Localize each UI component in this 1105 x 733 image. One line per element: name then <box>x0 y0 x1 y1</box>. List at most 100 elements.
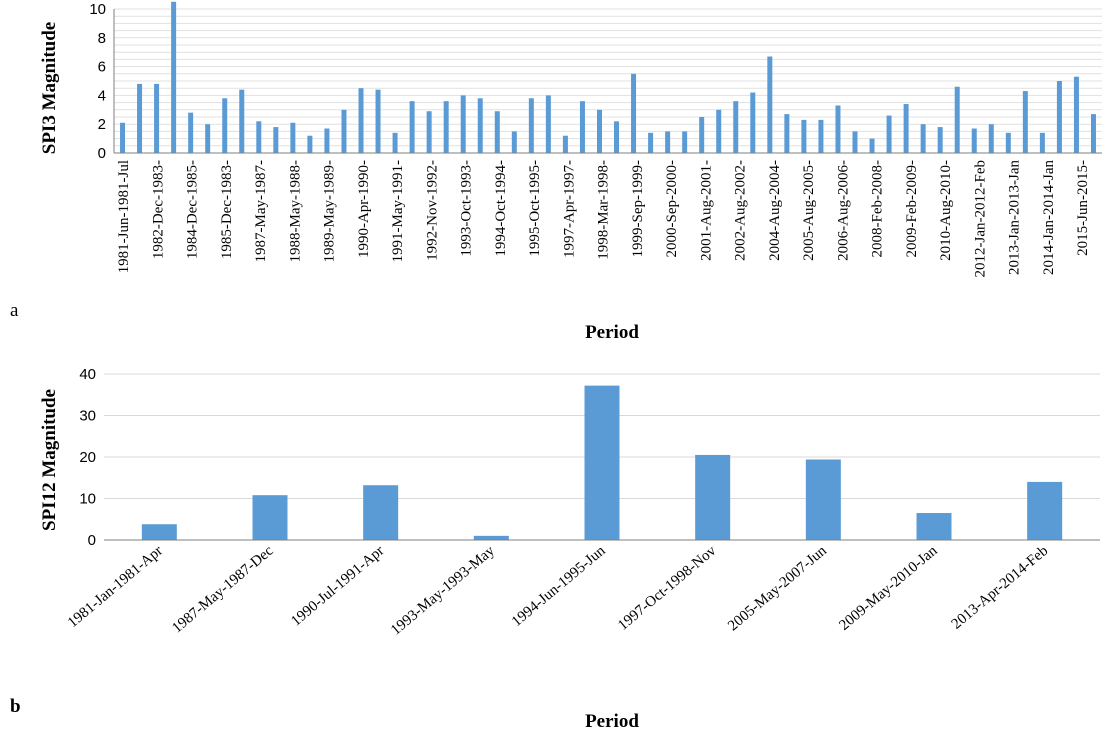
chart-a-bar <box>1022 91 1028 153</box>
chart-b-bar <box>1027 481 1063 540</box>
chart-a-x-tick-label: 1999-Sep-1999- <box>630 160 646 258</box>
chart-b-x-tick-label: 2005-May-2007-Jun <box>725 542 830 634</box>
chart-a-y-tick-label: 8 <box>98 30 106 47</box>
chart-a-y-axis-title: SPI3 Magnitude <box>39 22 60 155</box>
chart-a-bar <box>682 131 688 153</box>
chart-a-bar <box>307 135 313 153</box>
chart-a-x-axis-title: Period <box>585 322 639 343</box>
chart-a-bars <box>120 1 1096 153</box>
chart-b-x-axis-title: Period <box>585 711 639 732</box>
chart-a-bar <box>188 112 194 153</box>
chart-a-bar <box>631 73 637 153</box>
chart-a-bar <box>120 122 126 153</box>
chart-a-bar <box>528 98 534 153</box>
chart-a-x-tick-label: 1993-Oct-1993- <box>459 160 475 257</box>
chart-a-bar <box>903 104 909 153</box>
chart-b-bar <box>252 495 288 540</box>
chart-a-bar <box>545 95 551 153</box>
chart-a-bar <box>665 131 671 153</box>
chart-b-bar <box>363 485 399 540</box>
chart-a-x-tick-label: 1994-Oct-1994- <box>493 160 509 257</box>
chart-b-x-tick-label: 2013-Apr-2014-Feb <box>949 543 1052 633</box>
chart-a-x-tick-label: 1988-May-1988- <box>287 160 303 262</box>
chart-a-bar <box>886 115 892 153</box>
chart-a-bar <box>273 127 279 153</box>
chart-a-bar <box>716 109 722 153</box>
chart-a-bar <box>477 98 483 153</box>
chart-a-bar <box>1005 132 1011 153</box>
chart-a-bar <box>1039 132 1045 153</box>
chart-b-y-tick-label: 0 <box>88 532 96 549</box>
chart-a-bar <box>290 122 296 153</box>
chart-a-x-tick-label: 2012-Jan-2012-Feb <box>972 160 988 277</box>
chart-a-bar <box>699 117 705 153</box>
chart-a-bar <box>171 1 177 153</box>
chart-b-bar <box>916 513 952 540</box>
chart-a-y-ticks: 0 2 4 6 8 10 <box>89 1 106 162</box>
chart-b-y-ticks: 0 10 20 30 40 <box>79 366 96 549</box>
chart-a-bar <box>1073 76 1079 153</box>
chart-a-x-tick-label: 2013-Jan-2013-Jan <box>1007 160 1023 275</box>
chart-a-x-tick-label: 1982-Dec-1983- <box>150 160 166 259</box>
chart-a-x-tick-label: 1985-Dec-1983- <box>219 160 235 259</box>
chart-b-x-tick-label: 1997-Oct-1998-Nov <box>615 542 719 633</box>
chart-b-bar <box>695 454 731 540</box>
chart-a-x-ticks: 1981-Jun-1981-Jul 1982-Dec-1983- 1984-Dec-… <box>116 160 1091 278</box>
chart-a-x-tick-label: 1984-Dec-1985- <box>185 160 201 259</box>
chart-a-bar <box>375 89 381 153</box>
chart-a-bar <box>511 131 517 153</box>
chart-a-x-tick-label: 2008-Feb-2008- <box>870 160 886 258</box>
chart-a-x-tick-label: 2010-Aug-2010- <box>938 160 954 261</box>
chart-a-y-tick-label: 0 <box>98 145 106 162</box>
chart-a-x-tick-label: 1990-Apr-1990- <box>356 160 372 258</box>
chart-a-bar <box>358 88 364 153</box>
chart-b-x-ticks: 1981-Jan-1981-Apr 1987-May-1987-Dec 1990-J… <box>65 542 1051 638</box>
chart-a-bar <box>801 119 807 153</box>
chart-b-x-tick-label: 1987-May-1987-Dec <box>169 543 277 637</box>
chart-a-bar <box>733 101 739 153</box>
chart-a-y-tick-label: 6 <box>98 59 106 76</box>
chart-b-y-axis-title: SPI12 Magnitude <box>39 389 60 531</box>
chart-a-x-tick-label: 2002-Aug-2002- <box>733 160 749 261</box>
chart-a-bar <box>239 89 245 153</box>
chart-a-bar <box>784 114 790 153</box>
chart-a-bar <box>1090 114 1096 153</box>
chart-a-x-tick-label: 1997-Apr-1997- <box>561 160 577 258</box>
chart-a-bar <box>154 83 160 153</box>
chart-a-y-tick-label: 4 <box>98 87 106 104</box>
chart-b-bar <box>805 459 841 540</box>
chart-a-bar <box>750 92 756 153</box>
chart-b-panel-label: b <box>10 696 21 717</box>
chart-a-bar <box>205 124 211 153</box>
chart-a-x-tick-label: 1992-Nov-1992- <box>424 160 440 261</box>
chart-a-bar <box>341 109 347 153</box>
chart-b-y-tick-label: 20 <box>79 449 96 466</box>
chart-a-bar <box>988 124 994 153</box>
chart-b-bar <box>141 524 177 540</box>
chart-a-bar <box>648 132 654 153</box>
chart-a-x-tick-label: 1987-May-1987- <box>253 160 269 262</box>
chart-b-x-tick-label: 1981-Jan-1981-Apr <box>65 543 166 631</box>
chart-a-x-tick-label: 2001-Aug-2001- <box>698 160 714 261</box>
chart-a-bar <box>256 121 262 153</box>
chart-a-x-tick-label: 1995-Oct-1995- <box>527 160 543 257</box>
chart-a-bar <box>614 121 620 153</box>
chart-a-bar <box>920 124 926 153</box>
chart-a-x-tick-label: 2014-Jan-2014-Jan <box>1041 160 1057 275</box>
chart-b-x-tick-label: 1994-Jun-1995-Jun <box>509 542 609 630</box>
chart-a-bar <box>971 128 977 153</box>
chart-a-bar <box>596 109 602 153</box>
chart-b-spi12: 0 10 20 30 40 1981-Jan-1981-Apr 1987-May-1987… <box>10 366 1100 732</box>
chart-b-bar <box>584 385 620 540</box>
chart-a-x-tick-label: 2004-Aug-2004- <box>767 160 783 261</box>
chart-a-bar <box>1056 81 1062 153</box>
chart-a-bar <box>222 98 228 153</box>
chart-b-bar <box>473 535 509 540</box>
chart-a-bar <box>937 127 943 153</box>
chart-a-y-tick-label: 10 <box>89 1 106 18</box>
chart-b-bars <box>141 385 1063 540</box>
chart-a-x-tick-label: 2015-Jun-2015- <box>1075 160 1091 256</box>
chart-a-gridlines <box>114 8 1102 154</box>
chart-a-bar <box>818 119 824 153</box>
